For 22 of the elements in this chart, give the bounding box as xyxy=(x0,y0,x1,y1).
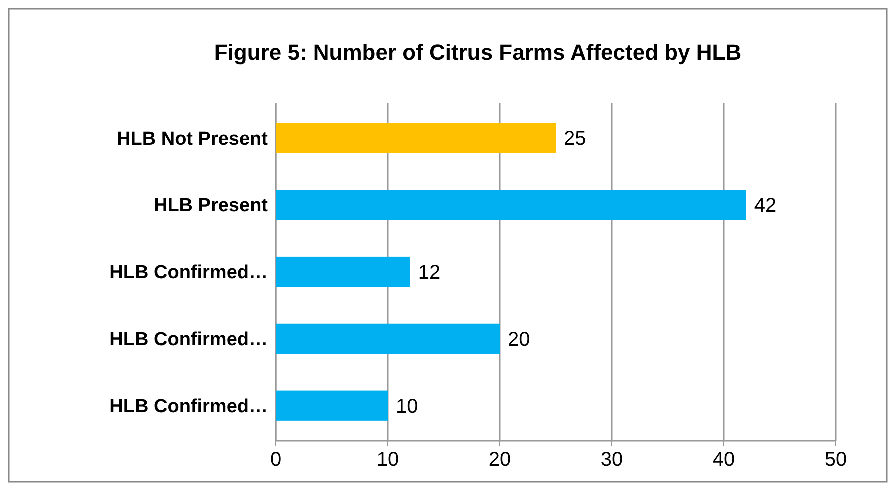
data-label: 10 xyxy=(396,396,418,418)
x-tick-label: 50 xyxy=(824,449,848,471)
y-tick-label: HLB Confirmed… xyxy=(110,330,268,351)
x-tick-label: 10 xyxy=(376,449,400,471)
y-tick-label: HLB Not Present xyxy=(117,128,269,150)
data-label: 12 xyxy=(418,262,441,284)
data-label: 20 xyxy=(508,328,530,351)
bar xyxy=(276,123,556,154)
bar xyxy=(276,390,388,421)
data-label: 42 xyxy=(754,195,777,218)
y-tick-label: HLB Confirmed… xyxy=(110,262,268,284)
bar xyxy=(276,256,410,288)
bar xyxy=(276,190,746,220)
data-label: 25 xyxy=(564,128,586,150)
x-tick-label: 0 xyxy=(270,449,282,471)
x-tick-label: 40 xyxy=(712,449,736,471)
y-tick-label: HLB Confirmed… xyxy=(110,396,268,418)
x-tick-label: 30 xyxy=(600,449,624,471)
chart-title: Figure 5: Number of Citrus Farms Affected by HLB xyxy=(214,40,742,65)
x-tick-label: 20 xyxy=(488,449,512,471)
y-tick-label: HLB Present xyxy=(154,196,269,217)
bar xyxy=(276,324,500,354)
